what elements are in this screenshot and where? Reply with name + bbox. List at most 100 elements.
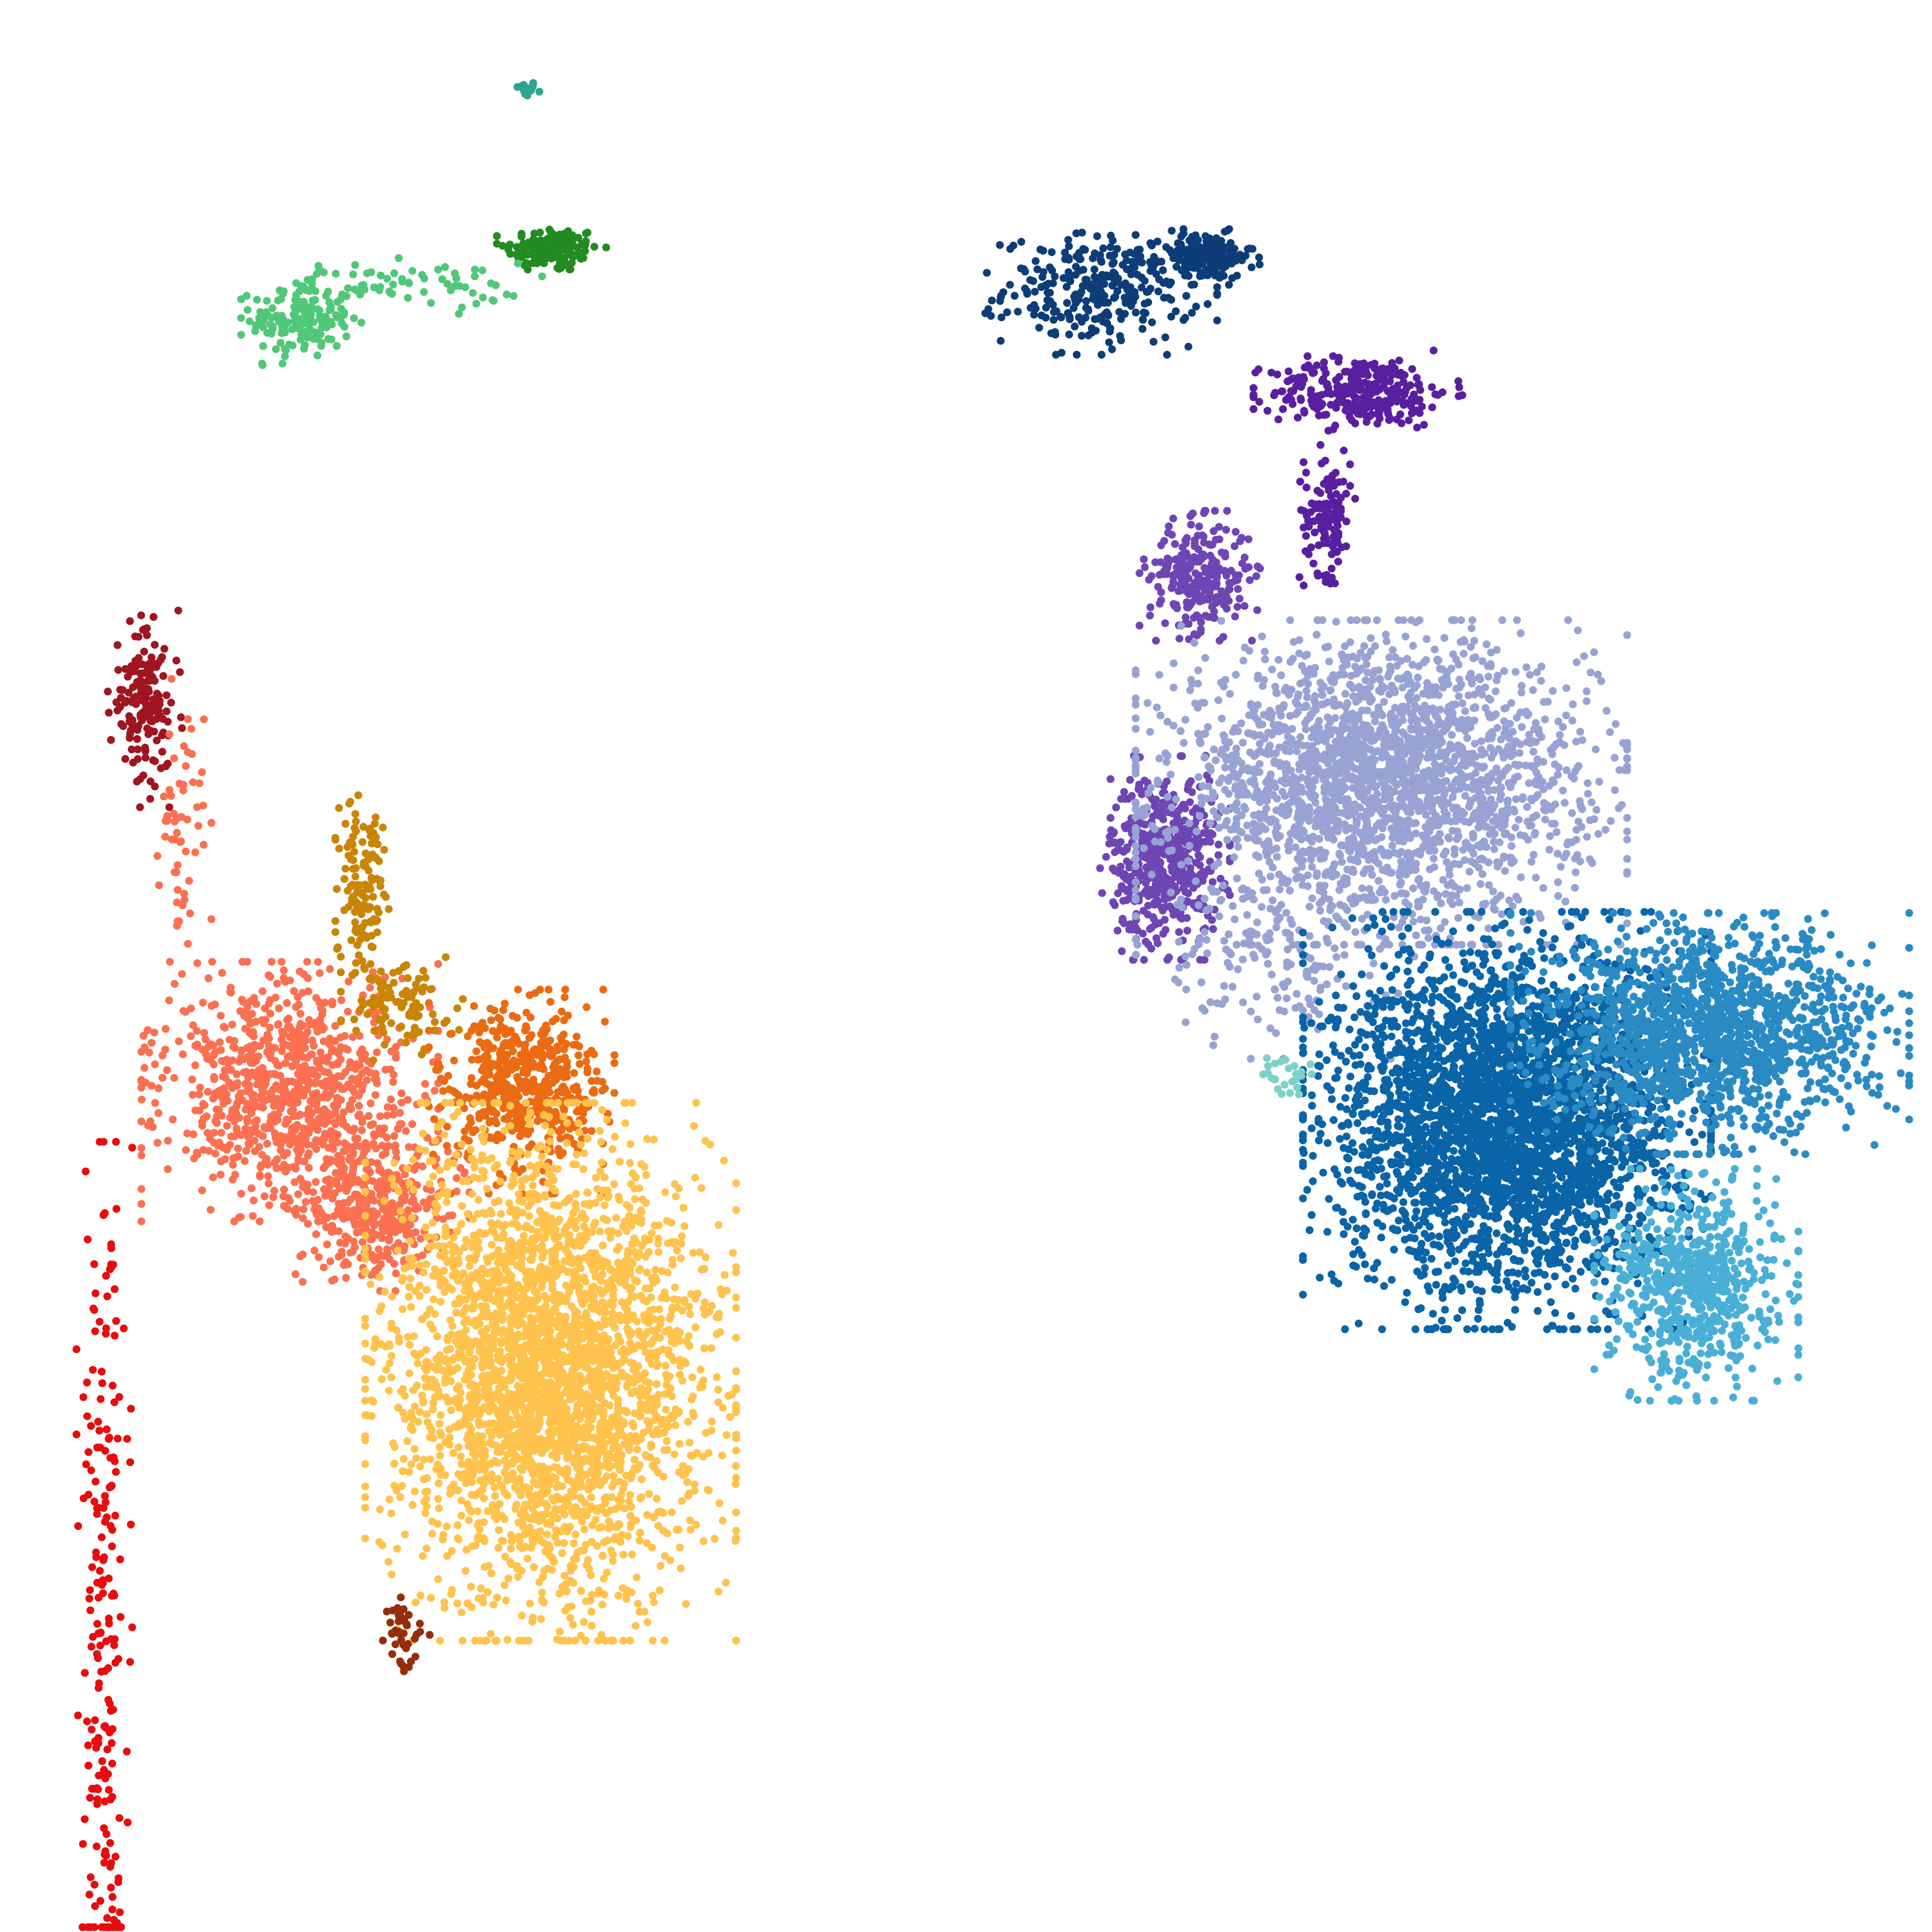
data-point [1147,267,1155,275]
data-point [521,85,529,93]
data-point [1333,522,1342,530]
data-point [1274,905,1282,913]
data-point [1139,830,1147,838]
data-point [1317,502,1325,510]
data-point [1351,366,1359,374]
data-point [1039,246,1048,255]
data-point [1169,683,1178,692]
data-point [1267,970,1276,979]
data-point [1430,645,1439,654]
data-point [1414,743,1422,750]
data-point [434,266,443,273]
data-point [1157,541,1165,549]
data-point [1386,369,1395,378]
data-point [1171,825,1179,834]
data-point [1452,941,1460,949]
data-point [1182,613,1190,621]
data-point [1611,786,1619,795]
data-point [1215,248,1224,257]
data-point [1403,793,1411,801]
data-point [1177,727,1185,735]
data-point [1274,415,1282,424]
data-point [1247,1007,1255,1016]
data-point [1348,914,1357,923]
data-point [1255,253,1263,261]
data-point [1177,860,1185,869]
data-point [1376,888,1384,897]
data-point [1362,821,1371,830]
data-point [1497,790,1505,799]
data-point [1286,616,1294,624]
data-point [297,330,305,339]
data-point [1493,724,1502,732]
data-point [1329,352,1337,360]
data-point [1311,528,1319,537]
data-point [997,293,1005,301]
data-point [1189,258,1197,266]
data-point [1006,245,1014,253]
data-point [1209,888,1217,896]
data-point [375,284,383,293]
data-point [1285,806,1293,814]
data-point [1122,256,1131,264]
data-point [1206,998,1215,1006]
data-point [1321,643,1329,651]
data-point [1184,583,1192,591]
data-point [1332,953,1341,961]
data-point [1436,924,1445,932]
data-point [1457,616,1465,624]
data-point [1384,410,1393,418]
data-point [1328,677,1336,686]
data-point [1042,304,1051,312]
data-point [1239,998,1247,1006]
data-point [1017,238,1026,246]
data-point [1522,663,1531,671]
data-point [1194,901,1203,909]
scatter-points [72,78,1913,1931]
data-point [1290,638,1298,646]
data-point [1343,661,1351,669]
data-point [1517,629,1525,638]
data-point [1335,742,1343,750]
data-point [1087,324,1096,333]
data-point [1356,792,1364,801]
data-point [1065,330,1073,339]
data-point [1487,795,1495,804]
data-point [1131,798,1140,807]
data-point [1454,377,1462,385]
data-point [1479,764,1487,772]
data-point [1582,697,1591,705]
data-point [1332,618,1340,626]
data-point [1057,313,1066,322]
data-point [1176,635,1183,643]
data-point [1381,895,1390,904]
data-point [1289,654,1297,663]
data-point [360,286,369,293]
data-point [1239,656,1247,665]
data-point [1303,352,1312,360]
data-point [1197,739,1204,747]
data-point [1221,763,1229,772]
data-point [1531,829,1540,837]
data-point [1287,779,1295,787]
data-point [1425,865,1434,874]
data-point [1360,642,1369,650]
data-point [1442,756,1450,764]
data-point [1590,648,1598,656]
data-point [1227,566,1235,575]
data-point [1178,903,1186,912]
data-point [1313,392,1321,400]
data-point [562,237,571,246]
data-point [1442,858,1451,866]
data-point [1178,752,1186,760]
data-point [1081,313,1090,322]
data-point [1537,914,1545,922]
data-point [1425,827,1433,836]
data-point [1131,694,1140,703]
data-point [1281,792,1289,801]
data-point [1213,283,1221,292]
data-point [1413,801,1422,810]
data-point [1392,812,1400,820]
data-point [1651,1184,1659,1192]
data-point [1200,507,1209,515]
